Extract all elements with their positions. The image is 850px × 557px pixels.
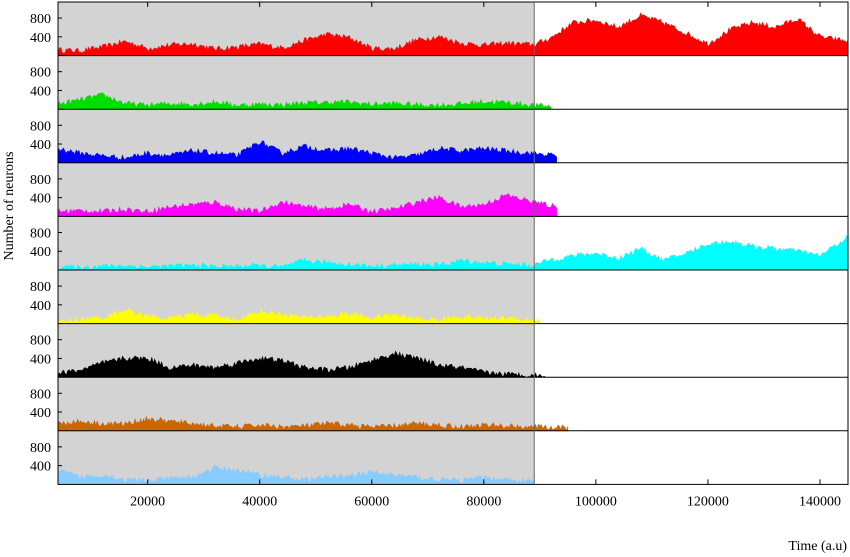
x-axis-title: Time (a.u) xyxy=(788,539,847,554)
y-tick-label: 400 xyxy=(30,138,51,153)
y-tick-label: 800 xyxy=(30,226,51,241)
y-tick-label: 800 xyxy=(30,66,51,81)
series-1-area xyxy=(57,12,849,56)
x-tick-label: 40000 xyxy=(242,494,277,509)
series-3-area xyxy=(57,140,557,164)
series-7-area xyxy=(57,350,546,378)
y-tick-labels: 400 800 400 800 400 800 400 800 400 800 400 800 400 8… xyxy=(30,12,62,475)
y-tick-label: 800 xyxy=(30,334,51,349)
x-tick-label: 20000 xyxy=(130,494,165,509)
x-tick-labels: 20000 40000 60000 80000 100000 120000 140000 xyxy=(130,2,841,509)
plot-frame xyxy=(57,1,849,485)
series-9-area xyxy=(57,464,535,485)
x-tick-label: 60000 xyxy=(354,494,389,509)
y-tick-label: 800 xyxy=(30,387,51,402)
series-2-area xyxy=(57,92,552,110)
series-8-area xyxy=(57,415,569,432)
x-tick-label: 120000 xyxy=(687,494,729,509)
y-tick-label: 800 xyxy=(30,173,51,188)
y-tick-label: 400 xyxy=(30,299,51,314)
y-tick-label: 800 xyxy=(30,280,51,295)
y-tick-label: 400 xyxy=(30,84,51,99)
x-tick-label: 140000 xyxy=(799,494,841,509)
y-tick-label: 400 xyxy=(30,192,51,207)
series-4-area xyxy=(57,193,557,217)
y-tick-label: 400 xyxy=(30,460,51,475)
y-tick-label: 400 xyxy=(30,31,51,46)
series-areas xyxy=(57,12,849,485)
shaded-region-rect xyxy=(58,2,535,485)
series-5-area xyxy=(57,234,849,271)
y-axis-title: Number of neurons xyxy=(2,152,17,261)
y-tick-label: 400 xyxy=(30,245,51,260)
y-tick-label: 400 xyxy=(30,352,51,367)
y-tick-label: 800 xyxy=(30,119,51,134)
panel-frames xyxy=(57,1,849,485)
x-tick-label: 80000 xyxy=(466,494,501,509)
shaded-time-region xyxy=(58,2,535,485)
x-tick-label: 100000 xyxy=(575,494,617,509)
y-tick-label: 800 xyxy=(30,12,51,27)
series-6-area xyxy=(57,307,541,324)
y-tick-label: 400 xyxy=(30,406,51,421)
y-tick-label: 800 xyxy=(30,441,51,456)
